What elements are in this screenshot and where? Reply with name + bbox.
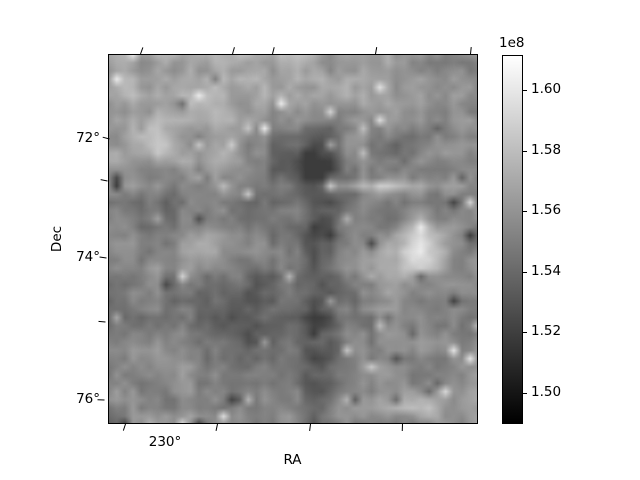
x-axis-tick [401,423,403,432]
x-axis-title: RA [283,452,302,468]
colorbar-tick-label: 1.60 [531,81,562,97]
y-axis-tick-label: 74° [76,249,100,265]
colorbar[interactable] [502,55,523,424]
colorbar-tick-label: 1.56 [531,202,562,218]
x-axis-tick [122,423,126,431]
colorbar-offset-text: 1e8 [499,35,525,51]
colorbar-tick-label: 1.54 [531,262,562,279]
colorbar-tick [523,271,527,273]
y-axis-title: Dec [49,225,65,253]
y-axis-tick [98,320,106,323]
x-axis-tick [215,423,218,431]
top-axis-tick [470,46,472,55]
colorbar-tick-label: 1.52 [531,323,562,339]
y-axis-tick-label: 76° [76,391,100,407]
colorbar-tick [523,150,527,152]
colorbar-tick [523,332,527,333]
colorbar-tick [523,90,527,91]
y-axis-tick-label: 72° [76,130,100,146]
colorbar-tick-label: 1.58 [531,141,562,158]
x-axis-tick-label: 230° [148,434,182,450]
colorbar-tick-label: 1.50 [531,383,562,400]
x-axis-tick [309,423,311,432]
colorbar-tick [523,392,527,394]
y-axis-tick [100,179,108,182]
colorbar-tick [523,211,527,212]
sky-image-axes[interactable] [108,54,478,424]
y-axis-tick [99,256,107,259]
sky-image-raster [108,54,478,424]
